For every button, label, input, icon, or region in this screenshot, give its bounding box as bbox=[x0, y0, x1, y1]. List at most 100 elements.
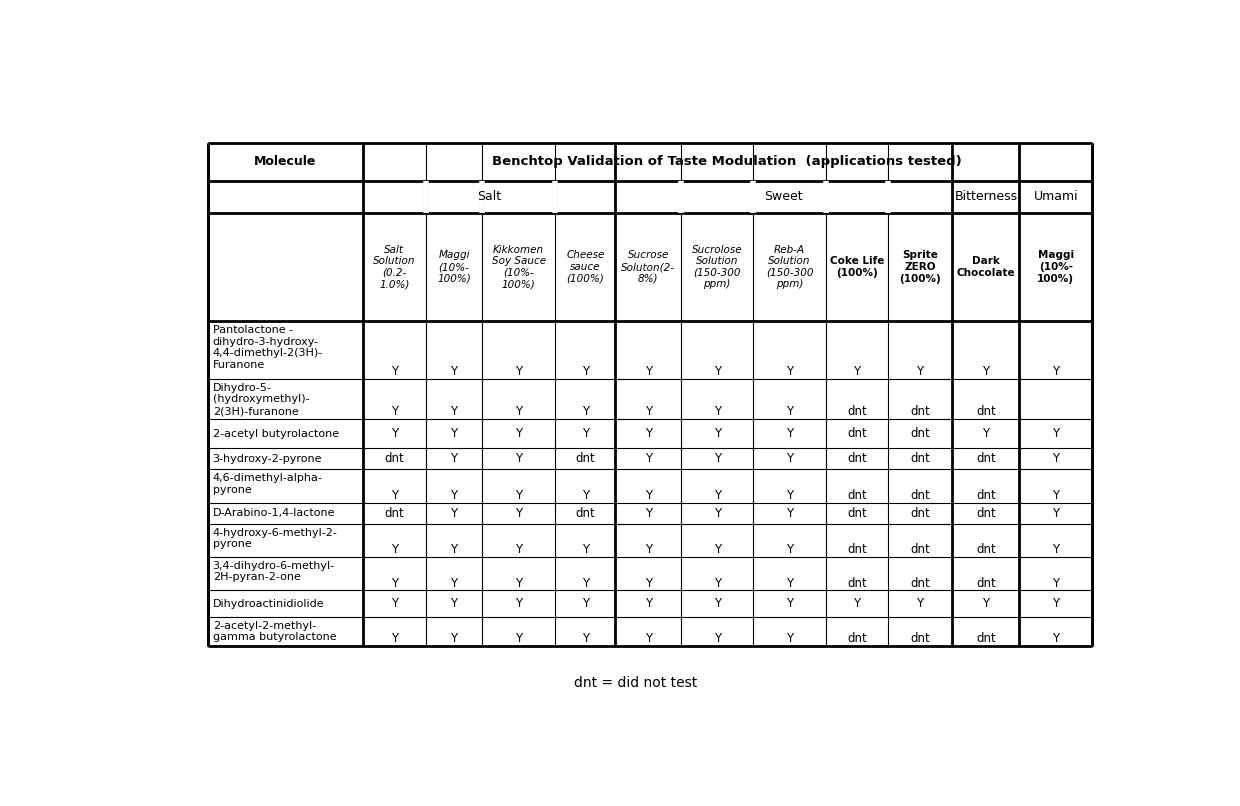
Text: dnt: dnt bbox=[910, 405, 930, 418]
Text: dnt: dnt bbox=[976, 543, 996, 556]
Text: Y: Y bbox=[515, 365, 522, 378]
Text: Y: Y bbox=[391, 365, 398, 378]
Text: dnt: dnt bbox=[575, 507, 595, 520]
Text: Y: Y bbox=[713, 488, 720, 501]
Text: Y: Y bbox=[515, 405, 522, 418]
Text: dnt: dnt bbox=[976, 452, 996, 465]
Text: Y: Y bbox=[450, 405, 458, 418]
Text: Y: Y bbox=[713, 365, 720, 378]
Text: 2-acetyl-2-methyl-
gamma butyrolactone: 2-acetyl-2-methyl- gamma butyrolactone bbox=[213, 621, 336, 642]
Text: Y: Y bbox=[1053, 452, 1059, 465]
Text: Y: Y bbox=[515, 488, 522, 501]
Text: dnt: dnt bbox=[847, 427, 867, 440]
Text: Y: Y bbox=[391, 543, 398, 556]
Text: Y: Y bbox=[515, 543, 522, 556]
Text: Coke Life
(100%): Coke Life (100%) bbox=[830, 256, 884, 278]
Text: dnt = did not test: dnt = did not test bbox=[574, 676, 697, 690]
Text: Y: Y bbox=[1053, 632, 1059, 645]
Text: Benchtop Validation of Taste Modulation  (applications tested): Benchtop Validation of Taste Modulation … bbox=[492, 156, 962, 168]
Text: Y: Y bbox=[515, 597, 522, 610]
Text: Y: Y bbox=[645, 576, 652, 589]
Text: D-Arabino-1,4-lactone: D-Arabino-1,4-lactone bbox=[213, 509, 335, 518]
Text: Y: Y bbox=[450, 597, 458, 610]
Text: Y: Y bbox=[713, 507, 720, 520]
Text: dnt: dnt bbox=[847, 543, 867, 556]
Text: Y: Y bbox=[1053, 488, 1059, 501]
Text: Y: Y bbox=[713, 576, 720, 589]
Text: Y: Y bbox=[582, 597, 589, 610]
Text: Y: Y bbox=[982, 427, 990, 440]
Text: Y: Y bbox=[450, 427, 458, 440]
Text: Y: Y bbox=[1053, 427, 1059, 440]
Text: Y: Y bbox=[645, 543, 652, 556]
Text: Y: Y bbox=[713, 597, 720, 610]
Text: Y: Y bbox=[515, 576, 522, 589]
Text: Pantolactone -
dihydro-3-hydroxy-
4,4-dimethyl-2(3H)-
Furanone: Pantolactone - dihydro-3-hydroxy- 4,4-di… bbox=[213, 325, 322, 370]
Text: Y: Y bbox=[1053, 576, 1059, 589]
Text: Y: Y bbox=[645, 452, 652, 465]
Text: dnt: dnt bbox=[847, 452, 867, 465]
Text: Y: Y bbox=[982, 597, 990, 610]
Text: 4-hydroxy-6-methyl-2-
pyrone: 4-hydroxy-6-methyl-2- pyrone bbox=[213, 528, 337, 549]
Text: Dihydroactinidiolide: Dihydroactinidiolide bbox=[213, 599, 325, 609]
Text: Umami: Umami bbox=[1033, 190, 1078, 203]
Text: Y: Y bbox=[1053, 543, 1059, 556]
Text: Y: Y bbox=[582, 427, 589, 440]
Text: Y: Y bbox=[515, 452, 522, 465]
Text: dnt: dnt bbox=[847, 576, 867, 589]
Text: Y: Y bbox=[450, 365, 458, 378]
Text: Y: Y bbox=[450, 452, 458, 465]
Text: Salt
Solution
(0.2-
1.0%): Salt Solution (0.2- 1.0%) bbox=[373, 245, 415, 289]
Text: Molecule: Molecule bbox=[254, 156, 316, 168]
Text: Y: Y bbox=[786, 452, 794, 465]
Text: Y: Y bbox=[713, 405, 720, 418]
Text: 3,4-dihydro-6-methyl-
2H-pyran-2-one: 3,4-dihydro-6-methyl- 2H-pyran-2-one bbox=[213, 561, 335, 583]
Text: Y: Y bbox=[853, 597, 861, 610]
Text: 2-acetyl butyrolactone: 2-acetyl butyrolactone bbox=[213, 429, 339, 438]
Text: Y: Y bbox=[786, 543, 794, 556]
Text: Y: Y bbox=[786, 632, 794, 645]
Text: Y: Y bbox=[916, 597, 924, 610]
Text: dnt: dnt bbox=[910, 488, 930, 501]
Text: Y: Y bbox=[645, 405, 652, 418]
Text: Y: Y bbox=[450, 576, 458, 589]
Text: Y: Y bbox=[853, 365, 861, 378]
Text: Cheese
sauce
(100%): Cheese sauce (100%) bbox=[567, 251, 605, 284]
Text: dnt: dnt bbox=[976, 632, 996, 645]
Text: Y: Y bbox=[713, 632, 720, 645]
Text: Y: Y bbox=[582, 632, 589, 645]
Text: Sprite
ZERO
(100%): Sprite ZERO (100%) bbox=[899, 251, 941, 284]
Text: 3-hydroxy-2-pyrone: 3-hydroxy-2-pyrone bbox=[213, 454, 322, 463]
Text: Sucrolose
Solution
(150-300
ppm): Sucrolose Solution (150-300 ppm) bbox=[692, 245, 743, 289]
Text: Dark
Chocolate: Dark Chocolate bbox=[956, 256, 1016, 278]
Text: Y: Y bbox=[1053, 507, 1059, 520]
Text: Y: Y bbox=[582, 405, 589, 418]
Text: Y: Y bbox=[582, 576, 589, 589]
Text: Y: Y bbox=[582, 543, 589, 556]
Text: Y: Y bbox=[450, 507, 458, 520]
Text: Y: Y bbox=[450, 632, 458, 645]
Text: dnt: dnt bbox=[910, 452, 930, 465]
Text: Y: Y bbox=[713, 452, 720, 465]
Text: Y: Y bbox=[515, 427, 522, 440]
Text: Y: Y bbox=[391, 576, 398, 589]
Text: Y: Y bbox=[391, 427, 398, 440]
Text: Y: Y bbox=[786, 427, 794, 440]
Text: dnt: dnt bbox=[847, 405, 867, 418]
Text: dnt: dnt bbox=[910, 576, 930, 589]
Text: Y: Y bbox=[582, 365, 589, 378]
Text: Sweet: Sweet bbox=[765, 190, 804, 203]
Text: Y: Y bbox=[645, 597, 652, 610]
Text: Y: Y bbox=[786, 405, 794, 418]
Text: Maggi
(10%-
100%): Maggi (10%- 100%) bbox=[1037, 251, 1074, 284]
Text: dnt: dnt bbox=[976, 488, 996, 501]
Text: Y: Y bbox=[645, 365, 652, 378]
Text: Salt: Salt bbox=[477, 190, 501, 203]
Text: Y: Y bbox=[391, 405, 398, 418]
Text: dnt: dnt bbox=[384, 507, 404, 520]
Text: dnt: dnt bbox=[910, 543, 930, 556]
Text: dnt: dnt bbox=[575, 452, 595, 465]
Text: Y: Y bbox=[713, 427, 720, 440]
Text: Y: Y bbox=[391, 488, 398, 501]
Text: dnt: dnt bbox=[976, 507, 996, 520]
